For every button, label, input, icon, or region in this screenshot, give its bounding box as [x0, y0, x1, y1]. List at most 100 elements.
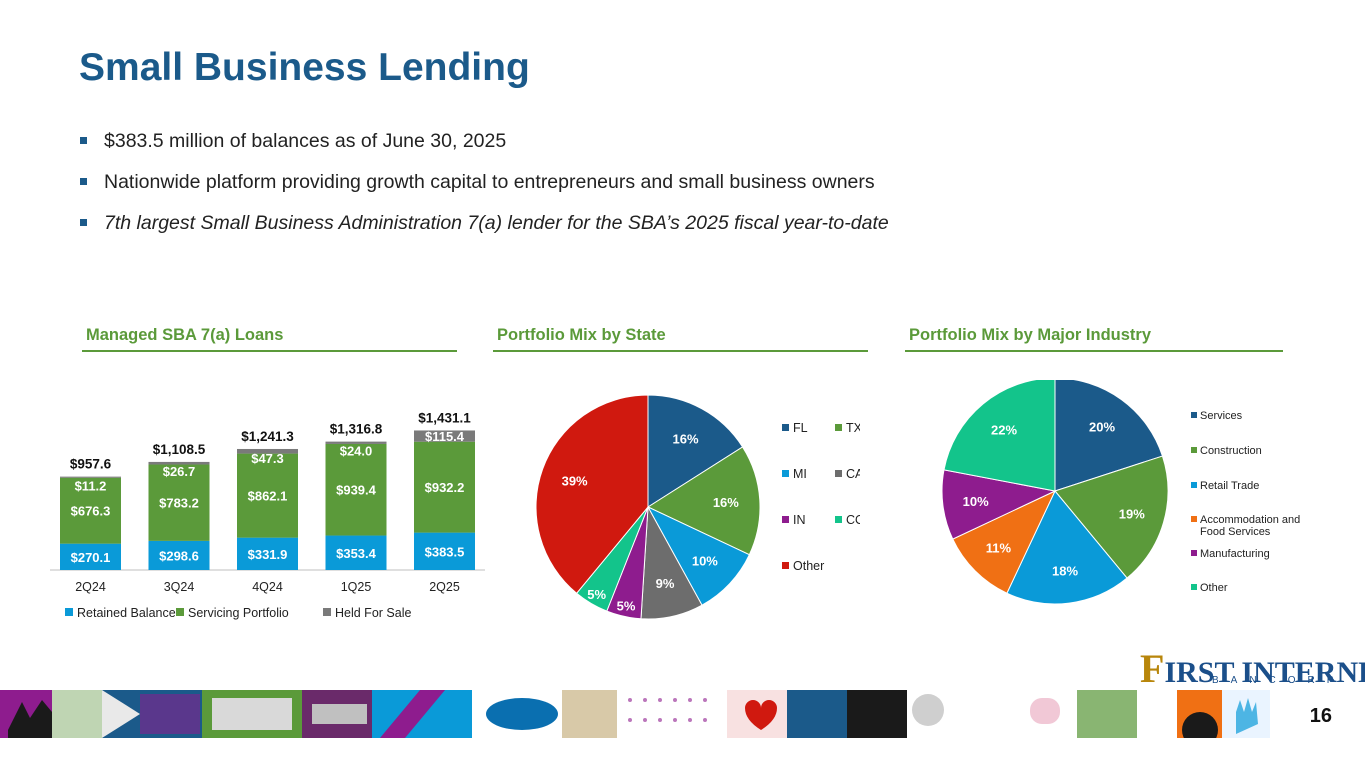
- bar-total-label: $1,108.5: [153, 442, 206, 457]
- bullet-marker: [80, 137, 87, 144]
- bar-segment: [325, 443, 387, 536]
- pie-data-label: 10%: [692, 553, 718, 568]
- x-tick-label: 4Q24: [252, 580, 283, 594]
- bar-data-label: $383.5: [425, 544, 465, 559]
- legend-label: Construction: [1200, 445, 1262, 457]
- bullet-text: 7th largest Small Business Administratio…: [104, 212, 889, 234]
- pie-data-label: 39%: [562, 474, 588, 489]
- logo-subtext: BANCORP: [1212, 675, 1346, 686]
- bar-segment: [414, 532, 475, 570]
- company-logo: FIRST INTERNET BANCORP: [1140, 645, 1365, 691]
- industry-panel-title: Portfolio Mix by Major Industry: [905, 326, 1283, 352]
- page-title: Small Business Lending: [79, 46, 530, 89]
- bullet-text: Nationwide platform providing growth cap…: [104, 171, 875, 193]
- bar-data-label: $783.2: [159, 496, 199, 511]
- pie-data-label: 20%: [1089, 419, 1115, 434]
- bullet-text: $383.5 million of balances as of June 30…: [104, 130, 507, 152]
- legend-label: MI: [793, 467, 807, 481]
- legend-swatch: [1191, 447, 1197, 453]
- bar-data-label: $939.4: [336, 483, 377, 498]
- legend-label: Manufacturing: [1200, 548, 1270, 560]
- x-tick-label: 3Q24: [164, 580, 195, 594]
- legend-swatch: [782, 470, 789, 477]
- legend-label: Retail Trade: [1200, 480, 1259, 492]
- pie-slice: [647, 394, 744, 508]
- pie-data-label: 22%: [991, 422, 1017, 437]
- pie-data-label: 5%: [617, 598, 636, 613]
- bar-segment: [237, 453, 298, 538]
- bar-segment: [325, 535, 387, 570]
- bar-segment: [414, 441, 475, 533]
- x-tick-label: 2Q25: [429, 580, 460, 594]
- bar-data-label: $676.3: [71, 504, 111, 519]
- legend-swatch: [782, 562, 789, 569]
- loans-bar-chart: $270.1 $676.3 $11.2 $957.6 2Q24 $298.6 $783.2 $…: [50, 410, 485, 620]
- pie-data-label: 5%: [587, 587, 606, 602]
- legend-label: Servicing Portfolio: [188, 606, 289, 620]
- legend-label: Other: [793, 559, 824, 573]
- bullet-marker: [80, 219, 87, 226]
- legend-label: Other: [1200, 582, 1228, 594]
- state-panel-title: Portfolio Mix by State: [493, 326, 868, 352]
- pie-data-label: 16%: [673, 432, 699, 447]
- legend-label: Services: [1200, 410, 1243, 422]
- bullet-item: Nationwide platform providing growth cap…: [80, 169, 889, 210]
- legend-label: CA: [846, 467, 860, 481]
- pie-data-label: 9%: [656, 576, 675, 591]
- legend-label: CO: [846, 513, 860, 527]
- bar-segment: [148, 464, 210, 541]
- pie-slice: [1054, 455, 1169, 579]
- legend-label: TX: [846, 421, 860, 435]
- legend-label: Held For Sale: [335, 606, 411, 620]
- bar-segment: [414, 430, 475, 442]
- bar-segment: [60, 476, 121, 478]
- x-tick-label: 1Q25: [341, 580, 372, 594]
- bullet-item: 7th largest Small Business Administratio…: [80, 210, 889, 251]
- bar-data-label: $298.6: [159, 548, 199, 563]
- bar-segment: [148, 540, 210, 570]
- legend-swatch: [1191, 412, 1197, 418]
- industry-pie-chart: 20% 19% 18% 11% 10% 22% Services Construction Re…: [941, 380, 1300, 605]
- pie-slice: [535, 394, 649, 595]
- decorative-banner: [0, 690, 1365, 738]
- pie-data-label: 19%: [1119, 506, 1145, 521]
- bullet-marker: [80, 178, 87, 185]
- bar-data-label: $331.9: [248, 547, 288, 562]
- pie-slice: [952, 489, 1057, 594]
- bar-data-label: $932.2: [425, 480, 465, 495]
- bullet-item: $383.5 million of balances as of June 30…: [80, 128, 889, 169]
- x-tick-label: 2Q24: [75, 580, 106, 594]
- logo-initial: F: [1140, 646, 1165, 691]
- logo-text: IRST INTERNET: [1164, 656, 1365, 689]
- bar-segment: [60, 543, 121, 570]
- loans-panel-title: Managed SBA 7(a) Loans: [82, 326, 457, 352]
- bar-segment: [237, 537, 298, 570]
- bar-total-label: $957.6: [70, 457, 112, 472]
- legend-swatch: [323, 608, 331, 616]
- bar-total-label: $1,241.3: [241, 429, 294, 444]
- pie-slice: [1006, 490, 1128, 605]
- bar-segment: [237, 448, 298, 454]
- bar-segment: [325, 441, 387, 444]
- pie-slice: [943, 380, 1056, 492]
- pie-data-label: 18%: [1052, 563, 1078, 578]
- legend-swatch: [782, 516, 789, 523]
- pie-data-label: 16%: [713, 495, 739, 510]
- legend-swatch: [782, 424, 789, 431]
- bar-data-label: $26.7: [163, 464, 196, 479]
- legend-label: Accommodation and: [1200, 514, 1300, 526]
- legend-swatch: [1191, 516, 1197, 522]
- pie-slice: [1054, 380, 1164, 492]
- legend-swatch: [1191, 482, 1197, 488]
- legend-swatch: [65, 608, 73, 616]
- legend-swatch: [1191, 550, 1197, 556]
- bar-total-label: $1,431.1: [418, 410, 471, 425]
- legend-label: IN: [793, 513, 806, 527]
- pie-data-label: 10%: [963, 494, 989, 509]
- legend-swatch: [176, 608, 184, 616]
- pie-slice: [646, 446, 761, 556]
- legend-swatch: [835, 424, 842, 431]
- legend-label: Food Services: [1200, 526, 1271, 538]
- bar-data-label: $270.1: [71, 550, 111, 565]
- legend-label: FL: [793, 421, 808, 435]
